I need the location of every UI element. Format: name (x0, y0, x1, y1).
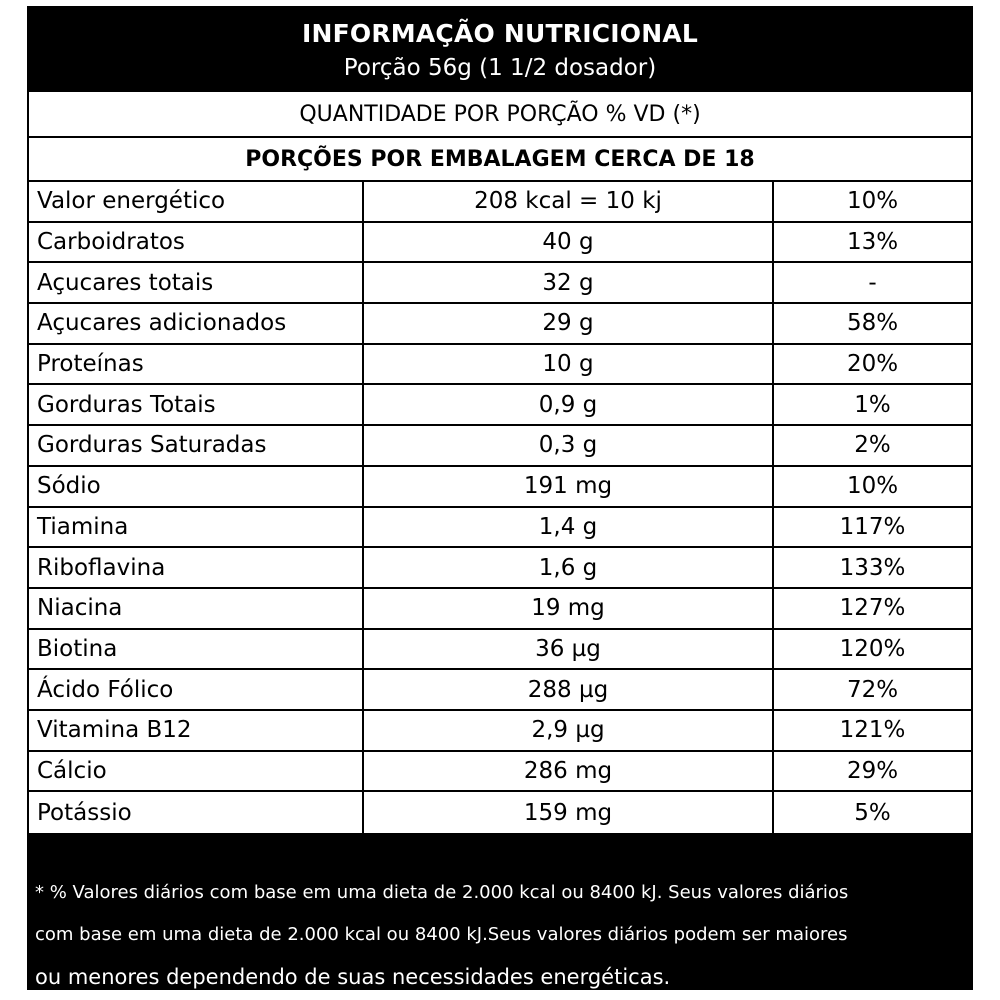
nutrient-daily-value: - (774, 263, 971, 305)
table-row: Açucares adicionados 29 g 58% (29, 304, 971, 345)
nutrition-facts-panel: INFORMAÇÃO NUTRICIONAL Porção 56g (1 1/2… (27, 6, 973, 990)
nutrient-daily-value: 58% (774, 304, 971, 345)
nutrient-amount: 19 mg (364, 588, 774, 630)
nutrient-daily-value: 20% (774, 344, 971, 386)
nutrient-daily-value: 29% (774, 751, 971, 793)
nutrient-name: Biotina (29, 629, 364, 671)
nutrient-amount: 288 µg (364, 670, 774, 711)
nutrient-name: Proteínas (29, 344, 364, 386)
nutrient-name: Riboflavina (29, 548, 364, 589)
nutrient-daily-value: 121% (774, 710, 971, 752)
nutrient-daily-value: 10% (774, 182, 971, 223)
table-row: Niacina 19 mg 127% (29, 588, 971, 630)
nutrient-amount: 191 mg (364, 466, 774, 508)
table-row: Potássio 159 mg 5% (29, 792, 971, 833)
nutrient-amount: 36 µg (364, 629, 774, 671)
table-row: Sódio 191 mg 10% (29, 466, 971, 508)
nutrient-amount: 29 g (364, 304, 774, 345)
quantity-per-portion-label: QUANTIDADE POR PORÇÃO % VD (*) (29, 92, 971, 136)
nutrient-daily-value: 10% (774, 466, 971, 508)
nutrient-daily-value: 120% (774, 629, 971, 671)
nutrient-daily-value: 1% (774, 385, 971, 427)
footnote-line-1: * % Valores diários com base em uma diet… (35, 882, 849, 903)
table-row: Riboflavina 1,6 g 133% (29, 548, 971, 589)
nutrient-amount: 1,4 g (364, 507, 774, 549)
table-row: Gorduras Saturadas 0,3 g 2% (29, 426, 971, 467)
table-row: Biotina 36 µg 120% (29, 629, 971, 671)
table-row: Açucares totais 32 g- (29, 263, 971, 305)
table-row: Valor energético 208 kcal = 10 kj 10% (29, 182, 971, 223)
nutrient-name: Açucares adicionados (29, 304, 364, 345)
nutrient-amount: 286 mg (364, 751, 774, 793)
nutrient-daily-value: 72% (774, 670, 971, 711)
table-row: Proteínas 10 g 20% (29, 344, 971, 386)
nutrition-title: INFORMAÇÃO NUTRICIONAL (301, 19, 698, 48)
nutrient-amount: 159 mg (364, 792, 774, 833)
nutrient-amount: 2,9 µg (364, 710, 774, 752)
nutrient-daily-value: 5% (774, 792, 971, 833)
nutrient-name: Gorduras Saturadas (29, 426, 364, 467)
nutrient-name: Vitamina B12 (29, 710, 364, 752)
nutrient-amount: 208 kcal = 10 kj (364, 182, 774, 223)
nutrient-name: Gorduras Totais (29, 385, 364, 427)
nutrient-daily-value: 133% (774, 548, 971, 589)
footnote-line-3: ou menores dependendo de suas necessidad… (35, 965, 671, 989)
table-row: Carboidratos 40 g 13% (29, 222, 971, 264)
nutrient-name: Cálcio (29, 751, 364, 793)
nutrient-amount: 10 g (364, 344, 774, 386)
portions-per-package-label: PORÇÕES POR EMBALAGEM CERCA DE 18 (29, 138, 971, 180)
nutrient-amount: 40 g (364, 222, 774, 264)
footnote: * % Valores diários com base em uma diet… (35, 872, 965, 998)
table-row: Ácido Fólico 288 µg 72% (29, 670, 971, 711)
nutrition-table: Valor energético 208 kcal = 10 kj 10% Carbo… (29, 182, 971, 833)
nutrient-daily-value: 13% (774, 222, 971, 264)
footnote-line-2: com base em uma dieta de 2.000 kcal ou 8… (35, 924, 848, 945)
nutrient-name: Tiamina (29, 507, 364, 549)
table-row: Tiamina 1,4 g 117% (29, 507, 971, 549)
table-row: Vitamina B12 2,9 µg 121% (29, 710, 971, 752)
nutrient-name: Niacina (29, 588, 364, 630)
nutrition-header: INFORMAÇÃO NUTRICIONAL Porção 56g (1 1/2… (27, 6, 973, 92)
nutrient-amount: 32 g (364, 263, 774, 305)
nutrient-name: Ácido Fólico (29, 670, 364, 711)
nutrition-table-body: Valor energético 208 kcal = 10 kj 10% Carbo… (29, 182, 971, 833)
nutrient-amount: 0,9 g (364, 385, 774, 427)
nutrient-name: Sódio (29, 466, 364, 508)
nutrient-amount: 1,6 g (364, 548, 774, 589)
nutrient-daily-value: 2% (774, 426, 971, 467)
nutrient-daily-value: 117% (774, 507, 971, 549)
nutrient-name: Carboidratos (29, 222, 364, 264)
portion-size: Porção 56g (1 1/2 dosador) (343, 55, 657, 81)
nutrient-name: Potássio (29, 792, 364, 833)
nutrient-name: Valor energético (29, 182, 364, 223)
table-row: Cálcio 286 mg 29% (29, 751, 971, 793)
nutrient-name: Açucares totais (29, 263, 364, 305)
nutrient-amount: 0,3 g (364, 426, 774, 467)
nutrient-daily-value: 127% (774, 588, 971, 630)
table-row: Gorduras Totais 0,9 g 1% (29, 385, 971, 427)
